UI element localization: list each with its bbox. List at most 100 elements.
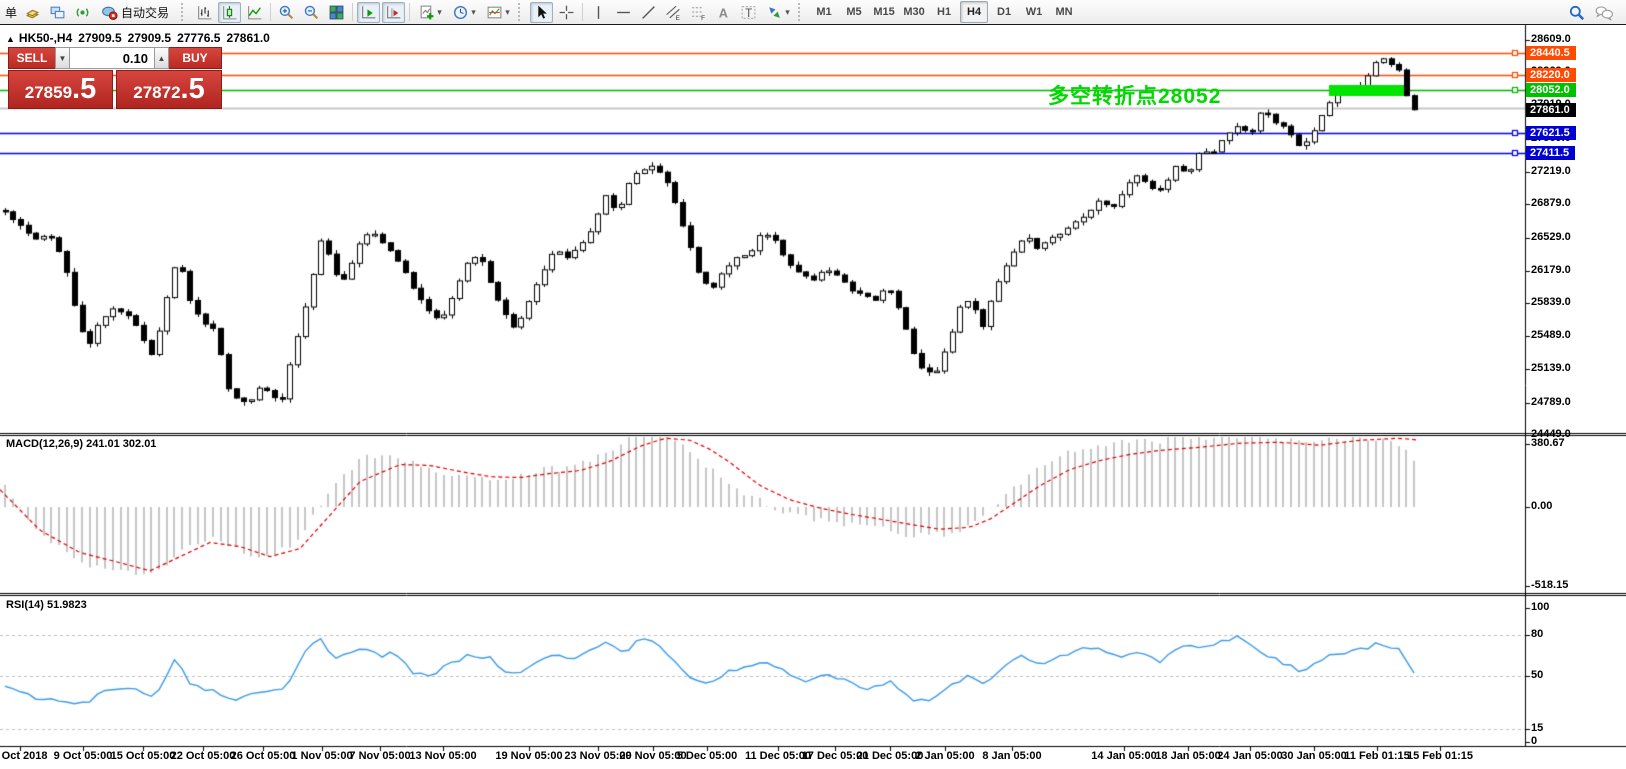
- macd-scale-label: -518.15: [1531, 579, 1569, 591]
- timeframe-m1[interactable]: M1: [816, 6, 832, 18]
- monitors-icon: [50, 6, 65, 18]
- text-button[interactable]: A: [712, 2, 735, 23]
- bar-chart-icon: [198, 5, 212, 19]
- toolbar-grip[interactable]: [181, 3, 188, 21]
- price-tick-label: 25489.0: [1531, 329, 1571, 341]
- sell-price-button[interactable]: 27859.5: [8, 70, 113, 109]
- time-axis-label: 11 Feb 01:15: [1344, 750, 1410, 762]
- svg-text:F: F: [701, 14, 705, 20]
- zoom-in-button[interactable]: [275, 2, 298, 23]
- signals-icon[interactable]: [71, 2, 94, 23]
- horizontal-line-button[interactable]: [612, 2, 635, 23]
- toolbar-grip[interactable]: [518, 3, 525, 21]
- chart-annotation-text[interactable]: 多空转折点28052: [1048, 85, 1222, 108]
- rsi-scale-label: 80: [1531, 628, 1544, 640]
- templates-button[interactable]: ▾: [482, 2, 514, 23]
- dropdown-caret: ▾: [785, 6, 790, 17]
- time-axis-label: 15 Oct 05:00: [110, 750, 176, 762]
- time-axis-label: 18 Jan 05:00: [1155, 750, 1221, 762]
- autotrading-button[interactable]: 自动交易: [96, 2, 177, 23]
- crosshair-button[interactable]: [555, 2, 578, 23]
- fibonacci-icon: F: [692, 6, 705, 21]
- toolbar: 单 自动交易 ▾ ▾: [0, 0, 1626, 25]
- timeframe-m5[interactable]: M5: [846, 6, 862, 18]
- timeframe-mn[interactable]: MN: [1055, 6, 1073, 18]
- toolbar-grip[interactable]: [798, 3, 805, 21]
- chart-shift-button[interactable]: [382, 1, 406, 23]
- search-icon: [1569, 5, 1585, 20]
- price-tick-label: 24789.0: [1531, 396, 1571, 408]
- buy-price-int: 27872: [133, 83, 181, 102]
- symbol-period-label: HK50-,H4: [18, 31, 73, 45]
- timeframe-h1[interactable]: H1: [937, 6, 952, 18]
- buy-button[interactable]: BUY: [169, 47, 222, 69]
- time-axis-label: 22 Oct 05:00: [170, 750, 236, 762]
- price-tick-label: 24449.0: [1531, 428, 1571, 440]
- fibonacci-button[interactable]: F: [687, 2, 710, 23]
- timeframe-w1[interactable]: W1: [1025, 6, 1043, 18]
- volume-up-button[interactable]: ▲: [154, 47, 169, 69]
- zoom-out-icon: [304, 5, 319, 19]
- arrows-button[interactable]: ▾: [762, 2, 794, 23]
- zoom-out-button[interactable]: [300, 2, 323, 23]
- new-chart-button[interactable]: ▾: [414, 2, 446, 23]
- tile-windows-button[interactable]: [325, 2, 348, 23]
- chart-header: ▲ HK50-,H4 27909.5 27909.5 27776.5 27861.0: [6, 31, 276, 45]
- ohlc-high: 27909.5: [127, 31, 172, 45]
- clock-icon: [454, 5, 468, 19]
- vertical-line-button[interactable]: [587, 2, 610, 23]
- timeframe-group: M1 M5 M15 M30 H1 H4 D1 W1 MN: [809, 1, 1079, 23]
- autotrading-icon: [102, 6, 118, 20]
- virtual-hosting-icon[interactable]: [46, 2, 69, 23]
- price-tick-label: 26529.0: [1531, 231, 1571, 243]
- rsi-scale-label: 50: [1531, 669, 1544, 681]
- time-axis-label: 30 Jan 05:00: [1281, 750, 1347, 762]
- time-axis-label: 17 Dec 05:00: [801, 750, 869, 762]
- time-axis-label: 23 Nov 05:00: [564, 750, 632, 762]
- sell-button[interactable]: SELL: [8, 47, 55, 69]
- volume-input[interactable]: [70, 47, 154, 69]
- rsi-indicator-label: RSI(14) 51.9823: [6, 599, 87, 611]
- equidistant-channel-button[interactable]: E: [662, 2, 685, 23]
- bar-chart-button[interactable]: [193, 2, 216, 23]
- time-axis-label: 21 Dec 05:00: [856, 750, 924, 762]
- timeframe-m30[interactable]: M30: [903, 6, 925, 18]
- search-button[interactable]: [1565, 2, 1589, 23]
- price-tick-label: 26179.0: [1531, 264, 1571, 276]
- time-axis-label: 2 Jan 05:00: [915, 750, 975, 762]
- new-order-button[interactable]: 单: [5, 5, 18, 20]
- auto-scroll-button[interactable]: [357, 1, 381, 23]
- svg-text:E: E: [676, 14, 680, 20]
- candlestick-icon: [223, 5, 237, 19]
- periods-button[interactable]: ▾: [448, 2, 480, 23]
- price-level-tag: 28052.0: [1526, 83, 1576, 97]
- volume-down-button[interactable]: ▼: [55, 47, 70, 69]
- time-axis-label: 15 Feb 01:15: [1406, 750, 1474, 762]
- ohlc-low: 27776.5: [177, 31, 221, 45]
- chat-icon: [1595, 5, 1613, 21]
- dropdown-caret: ▾: [471, 6, 476, 17]
- price-level-tag: 27621.5: [1526, 126, 1576, 140]
- auto-scroll-icon: [362, 5, 376, 18]
- time-axis-label: 9 Oct 05:00: [53, 750, 113, 762]
- timeframe-h4[interactable]: H4: [960, 1, 989, 23]
- text-label-button[interactable]: T: [737, 2, 760, 23]
- one-click-toggle[interactable]: ▲: [6, 34, 15, 44]
- candlestick-chart-button[interactable]: [218, 1, 242, 23]
- buy-price-button[interactable]: 27872.5: [116, 70, 222, 109]
- price-tick-label: 25139.0: [1531, 362, 1571, 374]
- macd-scale-label: 0.00: [1531, 500, 1553, 512]
- community-chat-button[interactable]: [1591, 2, 1617, 23]
- cursor-button[interactable]: [530, 1, 554, 23]
- price-tick-label: 27219.0: [1531, 165, 1571, 177]
- time-axis-label: 14 Jan 05:00: [1091, 750, 1157, 762]
- trendline-button[interactable]: [637, 2, 660, 23]
- timeframe-d1[interactable]: D1: [997, 6, 1012, 18]
- history-center-icon[interactable]: [21, 2, 44, 23]
- price-level-tag: 27861.0: [1526, 103, 1576, 117]
- zoom-in-icon: [279, 5, 294, 19]
- line-chart-button[interactable]: [243, 2, 266, 23]
- timeframe-m15[interactable]: M15: [873, 6, 895, 18]
